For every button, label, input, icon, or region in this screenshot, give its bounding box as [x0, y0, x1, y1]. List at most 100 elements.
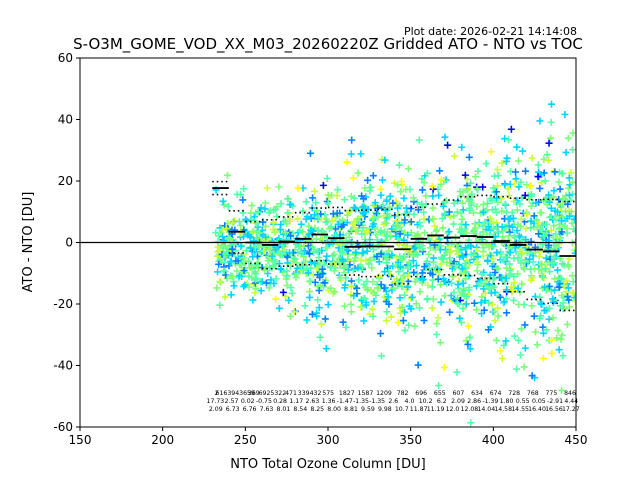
- scatter-point: [355, 170, 362, 177]
- scatter-point: [395, 212, 402, 219]
- scatter-point: [453, 369, 460, 376]
- scatter-point: [435, 314, 442, 321]
- scatter-point: [551, 168, 558, 175]
- scatter-point: [221, 201, 228, 208]
- scatter-point: [539, 274, 546, 281]
- scatter-point: [502, 201, 509, 208]
- scatter-point: [248, 202, 255, 209]
- scatter-point: [438, 299, 445, 306]
- scatter-point: [324, 175, 331, 182]
- scatter-point: [312, 199, 319, 206]
- scatter-point: [383, 317, 390, 324]
- scatter-point: [550, 187, 557, 194]
- scatter-point: [294, 215, 301, 222]
- scatter-point: [449, 273, 456, 280]
- stat-value: 11.87: [410, 406, 428, 413]
- y-axis-ticks: -60-40-200204060: [53, 51, 80, 434]
- scatter-point: [436, 167, 443, 174]
- scatter-point: [547, 135, 554, 142]
- scatter-point: [491, 173, 498, 180]
- scatter-point: [536, 117, 543, 124]
- scatter-point: [534, 341, 541, 348]
- stat-value: 10.2: [419, 398, 433, 405]
- stat-value: 16.40: [528, 406, 546, 413]
- stat-value: 768: [527, 390, 539, 397]
- scatter-point: [555, 179, 562, 186]
- scatter-point: [350, 175, 357, 182]
- scatter-point: [462, 221, 469, 228]
- stat-value: 8.00: [327, 406, 341, 413]
- stat-value: 12.08: [461, 406, 479, 413]
- scatter-point: [548, 101, 555, 108]
- scatter-point: [311, 188, 318, 195]
- bin-statistics-text: 261639436593696925322471 339432 575 1827 158…: [207, 390, 580, 413]
- stat-value: 728: [508, 390, 520, 397]
- scatter-point: [569, 130, 576, 137]
- scatter-point: [417, 288, 424, 295]
- scatter-point: [216, 302, 223, 309]
- scatter-point: [510, 297, 517, 304]
- y-tick-label: -60: [53, 420, 73, 434]
- scatter-point: [398, 178, 405, 185]
- scatter-point: [446, 228, 453, 235]
- scatter-point: [370, 172, 377, 179]
- scatter-point: [441, 364, 448, 371]
- scatter-point: [316, 287, 323, 294]
- scatter-point: [474, 267, 481, 274]
- scatter-point: [225, 203, 232, 210]
- x-tick-label: 250: [234, 433, 257, 447]
- scatter-point: [322, 315, 329, 322]
- scatter-point: [437, 339, 444, 346]
- scatter-point: [515, 158, 522, 165]
- scatter-point: [264, 185, 271, 192]
- scatter-point: [435, 192, 442, 199]
- scatter-point: [360, 317, 367, 324]
- scatter-point: [467, 419, 474, 426]
- x-tick-label: 450: [565, 433, 588, 447]
- scatter-point: [465, 323, 472, 330]
- scatter-point: [430, 205, 437, 212]
- x-tick-label: 300: [317, 433, 340, 447]
- stat-value: 12.0: [446, 406, 460, 413]
- stat-value: -1.35: [369, 398, 385, 405]
- scatter-point: [569, 272, 576, 279]
- scatter-point: [559, 352, 566, 359]
- scatter-point: [325, 301, 332, 308]
- scatter-point: [548, 119, 555, 126]
- scatter-point: [309, 194, 316, 201]
- scatter-point: [518, 325, 525, 332]
- scatter-point: [529, 155, 536, 162]
- scatter-point: [450, 221, 457, 228]
- stat-value: 10.7: [395, 406, 409, 413]
- scatter-point: [569, 146, 576, 153]
- scatter-point: [543, 255, 550, 262]
- scatter-point: [545, 157, 552, 164]
- scatter-points: [212, 101, 579, 427]
- scatter-point: [501, 135, 508, 142]
- scatter-point: [503, 309, 510, 316]
- scatter-point: [405, 322, 412, 329]
- scatter-point: [429, 283, 436, 290]
- scatter-point: [383, 198, 390, 205]
- scatter-point: [364, 177, 371, 184]
- scatter-point: [557, 186, 564, 193]
- scatter-point: [357, 150, 364, 157]
- x-tick-label: 200: [151, 433, 174, 447]
- scatter-point: [220, 198, 227, 205]
- scatter-point: [522, 345, 529, 352]
- scatter-point: [572, 298, 579, 305]
- stat-value: 1.36: [322, 398, 336, 405]
- chart-title: S-O3M_GOME_VOD_XX_M03_20260220Z Gridded …: [73, 35, 583, 54]
- scatter-point: [276, 305, 283, 312]
- scatter-point: [512, 169, 519, 176]
- stat-value: 2.6: [388, 398, 398, 405]
- scatter-point: [565, 185, 572, 192]
- scatter-point: [409, 294, 416, 301]
- stat-value: 16.56: [545, 406, 563, 413]
- scatter-point: [400, 195, 407, 202]
- stat-value: 696: [415, 390, 427, 397]
- stat-value: 634: [471, 390, 483, 397]
- scatter-point: [318, 321, 325, 328]
- scatter-point: [383, 308, 390, 315]
- scatter-point: [275, 183, 282, 190]
